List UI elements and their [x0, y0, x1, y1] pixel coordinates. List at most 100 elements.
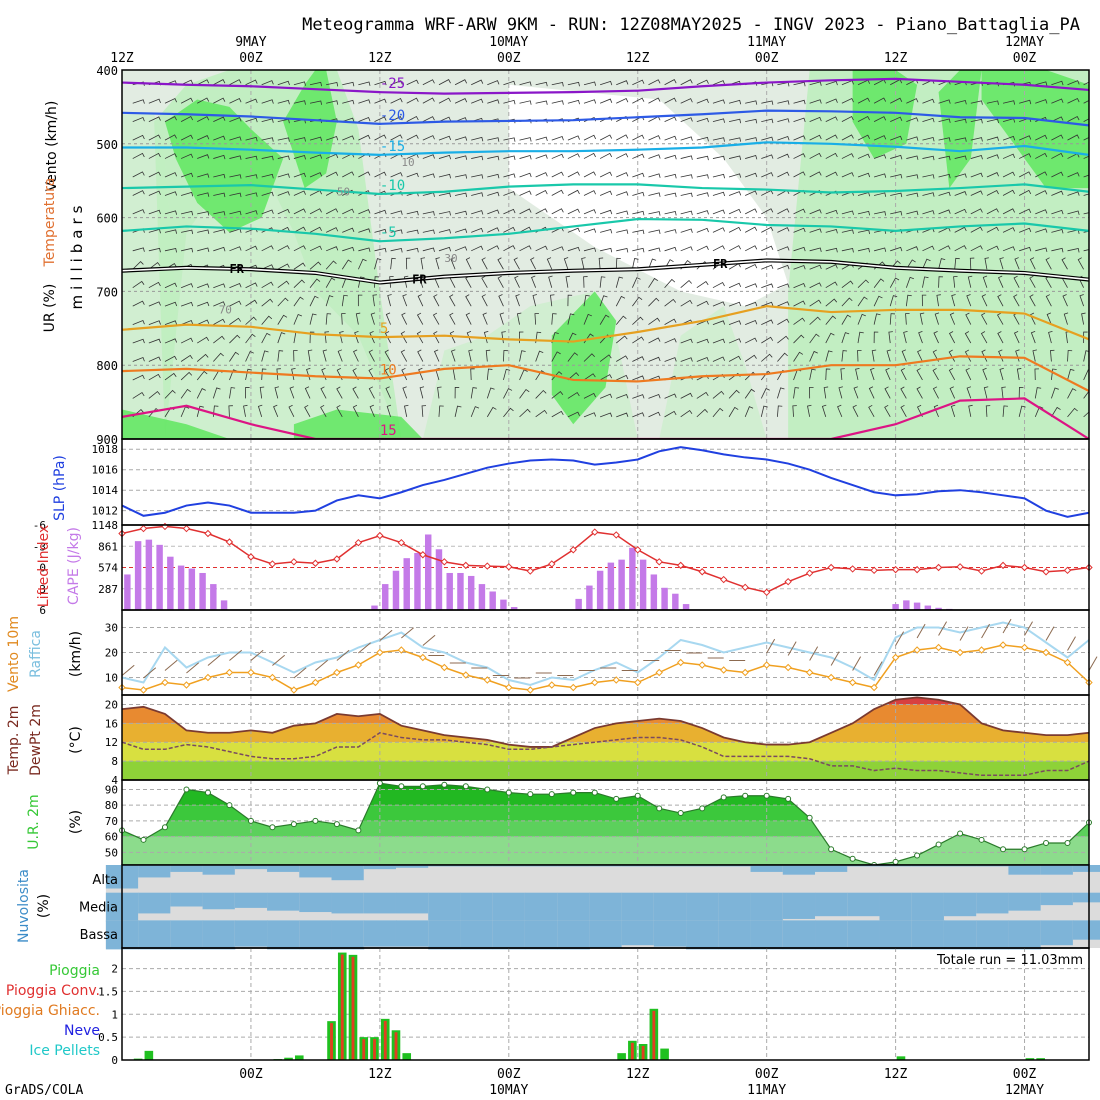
wind-barb [390, 257, 396, 270]
wind-barb [519, 137, 532, 142]
rh2m-point [591, 789, 598, 796]
wind-barb [954, 191, 967, 196]
wind10m-point [784, 663, 792, 672]
wind-barb [164, 229, 177, 234]
wind-barb [696, 192, 709, 197]
wind-barb [132, 391, 145, 399]
wind-barb [245, 299, 258, 307]
wind-barb [470, 368, 475, 380]
wind-barb [873, 154, 887, 159]
wind-barb [616, 80, 629, 86]
wind-barb [465, 294, 472, 307]
rh2m-point [1043, 839, 1050, 846]
wind-arrow [379, 629, 393, 641]
wind-barb [277, 314, 288, 325]
cape-bar [210, 584, 217, 610]
top-date-label: 11MAY [747, 35, 786, 50]
wind-barb [809, 350, 818, 362]
temp-unit-label: (°C) [68, 726, 84, 754]
wind-barb [886, 349, 892, 362]
wind-barb [535, 154, 548, 159]
cloud-cover-cell [234, 865, 268, 870]
cape-bar [892, 604, 899, 610]
cape-bar [371, 605, 378, 610]
wind-arrow [981, 623, 990, 639]
wind-barb [761, 172, 774, 178]
wind-barb [712, 173, 725, 179]
wind-barb [471, 79, 484, 86]
cloud-cover-cell [686, 920, 719, 950]
wind-barb [873, 278, 885, 288]
cloud-base-cell [653, 865, 687, 893]
wind-barb [358, 258, 367, 270]
wind-barb [825, 332, 835, 344]
wind-barb [745, 137, 758, 142]
wind-barb [631, 258, 639, 270]
cape-bar [607, 562, 615, 610]
wind-barb [433, 294, 440, 307]
wind-barb [938, 173, 951, 179]
wind-barb [450, 257, 456, 270]
rain-bar [284, 1057, 293, 1060]
cloud-cover-cell [202, 920, 236, 950]
wind-barb [276, 368, 281, 380]
wind-barb [809, 386, 814, 399]
wind-arrow [229, 649, 243, 661]
wind-barb [916, 404, 923, 418]
wind-barb [293, 350, 298, 362]
bottom-time-label: 12Z [368, 1067, 392, 1082]
rh2m-point [570, 789, 577, 796]
wind-barb [487, 227, 500, 233]
rh-legend-label: UR (%) [42, 284, 58, 333]
cloud-cover-cell [943, 892, 977, 917]
wind-barb [922, 117, 935, 123]
wind-barb [857, 115, 870, 123]
rh-unit-label: (%) [68, 810, 84, 834]
wind-barb [873, 313, 881, 325]
wind-barb [616, 116, 629, 123]
wind-barb [551, 100, 564, 105]
wind-barb [196, 370, 208, 381]
wind-barb [519, 190, 532, 196]
wind-barb [197, 79, 210, 86]
wind-barb [277, 173, 290, 178]
wind-barb [841, 97, 854, 104]
wind-barb [809, 282, 822, 289]
wind-barb [1002, 227, 1016, 233]
wind-barb [164, 389, 176, 399]
wind-barb [918, 330, 923, 344]
wind-barb [1079, 294, 1085, 307]
wind-barb [664, 393, 677, 399]
wind-barb [148, 134, 161, 141]
wind-barb [841, 172, 854, 178]
wind10m-point [268, 673, 277, 682]
wind-barb [551, 81, 564, 87]
wind-barb [503, 350, 508, 362]
wind-barb [954, 257, 960, 270]
isotherm-10 [122, 355, 1089, 393]
wind-barb [761, 118, 774, 124]
wind-barb [148, 152, 161, 159]
rh2m-point [290, 821, 297, 828]
wind-barb [712, 137, 725, 142]
wind-barb [583, 313, 593, 325]
cloud-cover-cell [653, 920, 687, 947]
wind-barb [481, 257, 488, 270]
wind-barb [632, 412, 645, 418]
cloud-base-cell [686, 865, 719, 893]
wind-barb [712, 356, 725, 362]
cloud-cover-cell [911, 892, 945, 922]
wind-barb [599, 134, 613, 141]
wind-barb [148, 301, 161, 307]
wind-barb [406, 79, 419, 86]
wind-barb [519, 208, 532, 215]
wind-barb [948, 368, 956, 381]
wind-barb [857, 279, 869, 288]
wind-barb [583, 228, 597, 233]
wind-barb [680, 117, 693, 123]
wind-barb [696, 227, 709, 233]
rh2m-point [849, 855, 856, 862]
li-tick-label: 3 [39, 583, 46, 596]
value-tick-label: 20 [105, 647, 118, 660]
wind-barb [535, 136, 548, 142]
